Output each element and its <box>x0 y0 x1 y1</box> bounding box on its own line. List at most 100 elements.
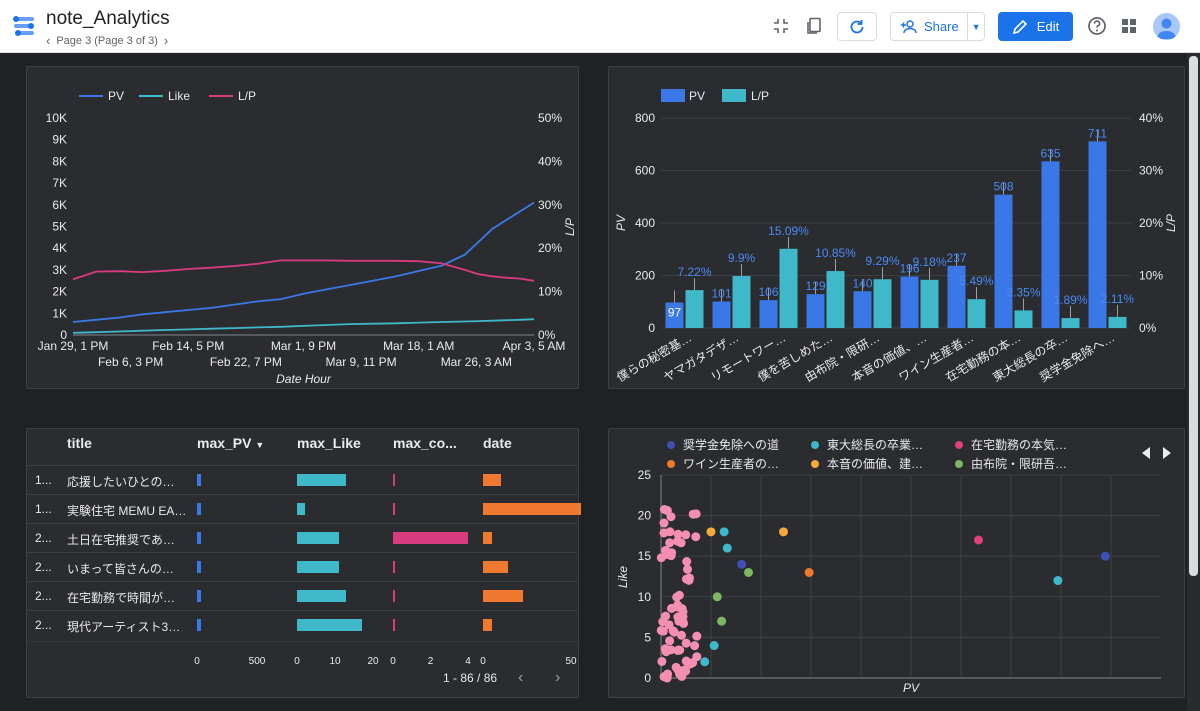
row-title: 実験住宅 MEMU EA… <box>67 504 187 518</box>
scatter-chart-panel[interactable]: 奨学金免除への道 東大総長の卒業… 在宅勤務の本気… ワイン生産者の… 本音の価値、建…… <box>608 428 1185 698</box>
scatter-point-cluster <box>665 527 675 537</box>
bar-lp-label: 15.09% <box>768 224 809 238</box>
scrollbar-thumb[interactable] <box>1189 56 1198 576</box>
looker-studio-logo-icon[interactable] <box>10 12 38 40</box>
legend-dot <box>667 460 675 468</box>
legend-dot <box>667 441 675 449</box>
scatter-point <box>744 567 753 577</box>
legend-label-lp: L/P <box>751 89 769 103</box>
avatar[interactable] <box>1153 13 1180 40</box>
y-tick-left: 9K <box>52 133 67 147</box>
page-label[interactable]: Page 3 (Page 3 of 3) <box>56 34 158 47</box>
next-page-icon[interactable]: › <box>163 33 169 48</box>
row-bar-like <box>297 619 362 631</box>
scatter-point-cluster <box>686 659 696 669</box>
row-index: 1... <box>35 502 52 516</box>
column-title[interactable]: title <box>67 435 92 451</box>
column-date[interactable]: date <box>483 435 512 451</box>
y-tick-right: 40% <box>538 154 562 168</box>
bar-pv <box>947 265 966 328</box>
table-row[interactable]: 1... 実験住宅 MEMU EA… <box>27 494 581 523</box>
column-max-like[interactable]: max_Like <box>297 435 361 451</box>
row-bar-co <box>393 561 395 573</box>
share-button[interactable]: Share ▼ <box>890 12 985 41</box>
y-axis-right-label: L/P <box>1164 214 1178 232</box>
column-max-pv-label: max_PV <box>197 435 252 451</box>
bar-chart-panel[interactable]: PV L/P 800 600 400 200 0 40% 30% 20% 10% 0% PV L/P 97 7… <box>608 66 1185 389</box>
bar-pv-label: 101 <box>711 286 731 300</box>
row-title: 現代アーティスト3… <box>67 620 181 634</box>
legend-dot <box>955 441 963 449</box>
y-tick-left: 10K <box>46 111 67 125</box>
legend-label: ワイン生産者の… <box>683 456 779 471</box>
series-line-L/P <box>72 259 535 282</box>
scatter-point-cluster <box>657 656 667 666</box>
next-page-arrow-icon[interactable]: › <box>555 669 561 686</box>
table-row[interactable]: 2... 現代アーティスト3… <box>27 610 577 639</box>
row-bar-co <box>393 503 395 515</box>
share-main[interactable]: Share <box>891 13 969 40</box>
scatter-point-cluster <box>690 641 700 651</box>
bar-pv-label: 635 <box>1040 146 1060 160</box>
column-max-pv[interactable]: max_PV ▼ <box>197 435 264 451</box>
help-icon[interactable] <box>1086 15 1108 37</box>
refresh-button[interactable] <box>837 12 877 41</box>
y-tick-right: 10% <box>538 285 562 299</box>
row-bar-date <box>483 561 508 573</box>
table-row[interactable]: 1... 応援したいひとの… <box>27 465 577 494</box>
share-dropdown-icon[interactable]: ▼ <box>971 21 981 32</box>
bar-pv-label: 237 <box>946 251 966 265</box>
row-title: 応援したいひとの… <box>67 475 175 489</box>
report-title[interactable]: note_Analytics <box>46 8 170 29</box>
bar-lp-label: 9.18% <box>912 255 946 269</box>
sort-desc-icon[interactable]: ▼ <box>255 440 265 450</box>
legend-pager-icon[interactable] <box>1142 447 1171 459</box>
scatter-point-cluster <box>666 603 676 613</box>
x-axis-label: Date Hour <box>276 372 332 386</box>
add-person-icon <box>901 19 917 33</box>
timeseries-chart: PV Like L/P 10K 9K 8K 7K 6K 5K 4K 3K 2K 1K 0 50% 40% 30%… <box>38 89 577 386</box>
table-panel[interactable]: title max_PV ▼ max_Like max_co... date 1… <box>26 428 581 698</box>
scatter-point-cluster <box>683 564 693 574</box>
x-tick-bottom: Mar 9, 11 PM <box>326 355 397 369</box>
table-axis-tick-co: 0 <box>390 656 396 667</box>
bar-pv-label: 129 <box>805 279 825 293</box>
row-title: いまって皆さんの… <box>67 562 174 576</box>
row-bar-co <box>393 590 395 602</box>
scatter-point <box>709 641 719 651</box>
row-bar-date <box>483 532 492 544</box>
row-bar-pv <box>197 590 201 602</box>
timeseries-chart-panel[interactable]: PV Like L/P 10K 9K 8K 7K 6K 5K 4K 3K 2K 1K 0 50% 40% 30%… <box>26 66 579 389</box>
y-tick-left: 400 <box>635 216 655 230</box>
legend-label-1: Like <box>168 89 190 103</box>
column-max-co[interactable]: max_co... <box>393 435 457 451</box>
bar-lp-label: 9.9% <box>728 251 756 265</box>
legend-dot <box>811 441 819 449</box>
bar-lp <box>779 248 798 328</box>
exit-fullscreen-icon[interactable] <box>770 15 792 37</box>
scatter-point-cluster <box>664 620 674 630</box>
bar-lp <box>873 279 892 328</box>
table-row[interactable]: 2... 土日在宅推奨であ… <box>27 523 577 552</box>
refresh-icon <box>850 19 864 33</box>
table-row[interactable]: 2... いまって皆さんの… <box>27 552 577 581</box>
x-tick-top: Mar 18, 1 AM <box>383 339 454 353</box>
scatter-point-cluster <box>682 557 692 567</box>
legend-label-pv: PV <box>689 89 705 103</box>
apps-grid-icon[interactable] <box>1118 15 1140 37</box>
bar-pv <box>900 276 919 328</box>
scatter-point <box>722 543 732 553</box>
previous-page-icon[interactable]: ‹ <box>46 33 51 48</box>
pv-like-scatter-chart: 奨学金免除への道 東大総長の卒業… 在宅勤務の本気… ワイン生産者の… 本音の価値、建…… <box>616 437 1171 695</box>
legend-label-0: PV <box>108 89 124 103</box>
previous-page-arrow-icon[interactable]: ‹ <box>518 669 524 686</box>
legend-label-2: L/P <box>238 89 256 103</box>
table-axis-tick-co: 2 <box>428 656 434 667</box>
row-index: 2... <box>35 618 52 632</box>
edit-button[interactable]: Edit <box>998 12 1073 41</box>
table-row[interactable]: 2... 在宅勤務で時間が… <box>27 581 577 610</box>
copy-icon[interactable] <box>803 15 825 37</box>
legend-label: 奨学金免除への道 <box>683 437 779 452</box>
y-tick: 15 <box>638 549 652 563</box>
row-bar-like <box>297 590 347 602</box>
